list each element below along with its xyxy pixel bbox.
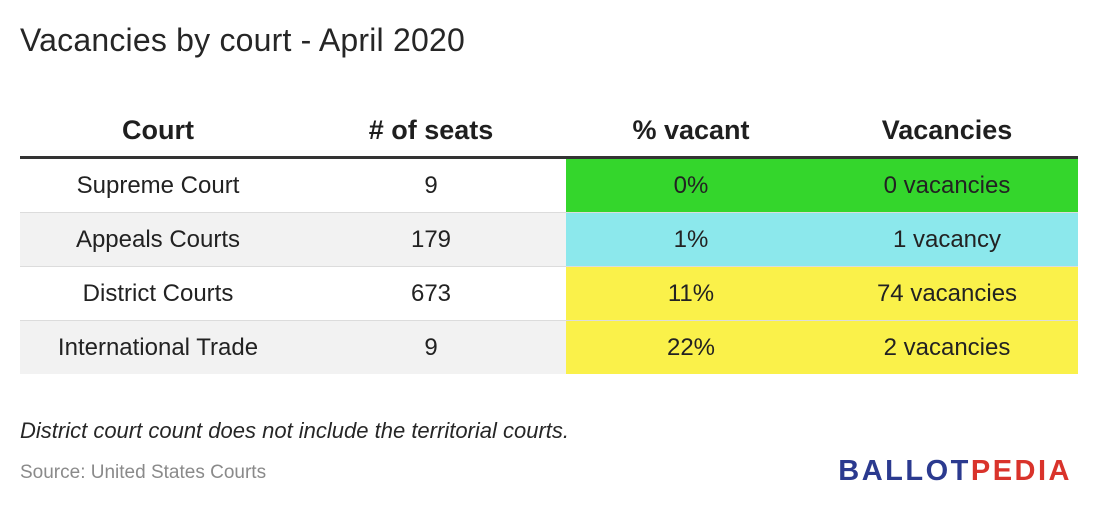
seats-cell: 673 (296, 266, 566, 321)
vacancies-cell: 1 vacancy (816, 212, 1078, 267)
seats-cell: 9 (296, 157, 566, 213)
seats-cell: 9 (296, 320, 566, 374)
vacancies-cell: 2 vacancies (816, 320, 1078, 374)
chart-title: Vacancies by court - April 2020 (20, 22, 465, 58)
column-header-court: Court (20, 104, 296, 159)
court-cell: International Trade (20, 320, 296, 374)
logo-ballot-text: BALLOT (838, 455, 971, 487)
column-header-pct-vacant: % vacant (566, 104, 816, 159)
table-row: Supreme Court 9 0% 0 vacancies (20, 157, 1078, 213)
table-header-row: Court # of seats % vacant Vacancies (20, 104, 1078, 159)
column-header-vacancies: Vacancies (816, 104, 1078, 159)
court-cell: Appeals Courts (20, 212, 296, 267)
table-row: Appeals Courts 179 1% 1 vacancy (20, 212, 1078, 267)
pct-vacant-cell: 1% (566, 212, 816, 267)
court-cell: Supreme Court (20, 157, 296, 213)
pct-vacant-cell: 22% (566, 320, 816, 374)
seats-cell: 179 (296, 212, 566, 267)
vacancies-table: Court # of seats % vacant Vacancies Supr… (20, 104, 1078, 374)
source-credit: Source: United States Courts (20, 462, 267, 483)
logo-pedia-text: PEDIA (970, 455, 1072, 487)
table-row: District Courts 673 11% 74 vacancies (20, 266, 1078, 321)
table-row: International Trade 9 22% 2 vacancies (20, 320, 1078, 374)
court-cell: District Courts (20, 266, 296, 321)
column-header-seats: # of seats (296, 104, 566, 159)
pct-vacant-cell: 0% (566, 157, 816, 213)
pct-vacant-cell: 11% (566, 266, 816, 321)
ballotpedia-logo: BALLOTPEDIA (838, 455, 1072, 488)
vacancies-cell: 74 vacancies (816, 266, 1078, 321)
vacancies-cell: 0 vacancies (816, 157, 1078, 213)
footnote: District court count does not include th… (20, 418, 570, 443)
